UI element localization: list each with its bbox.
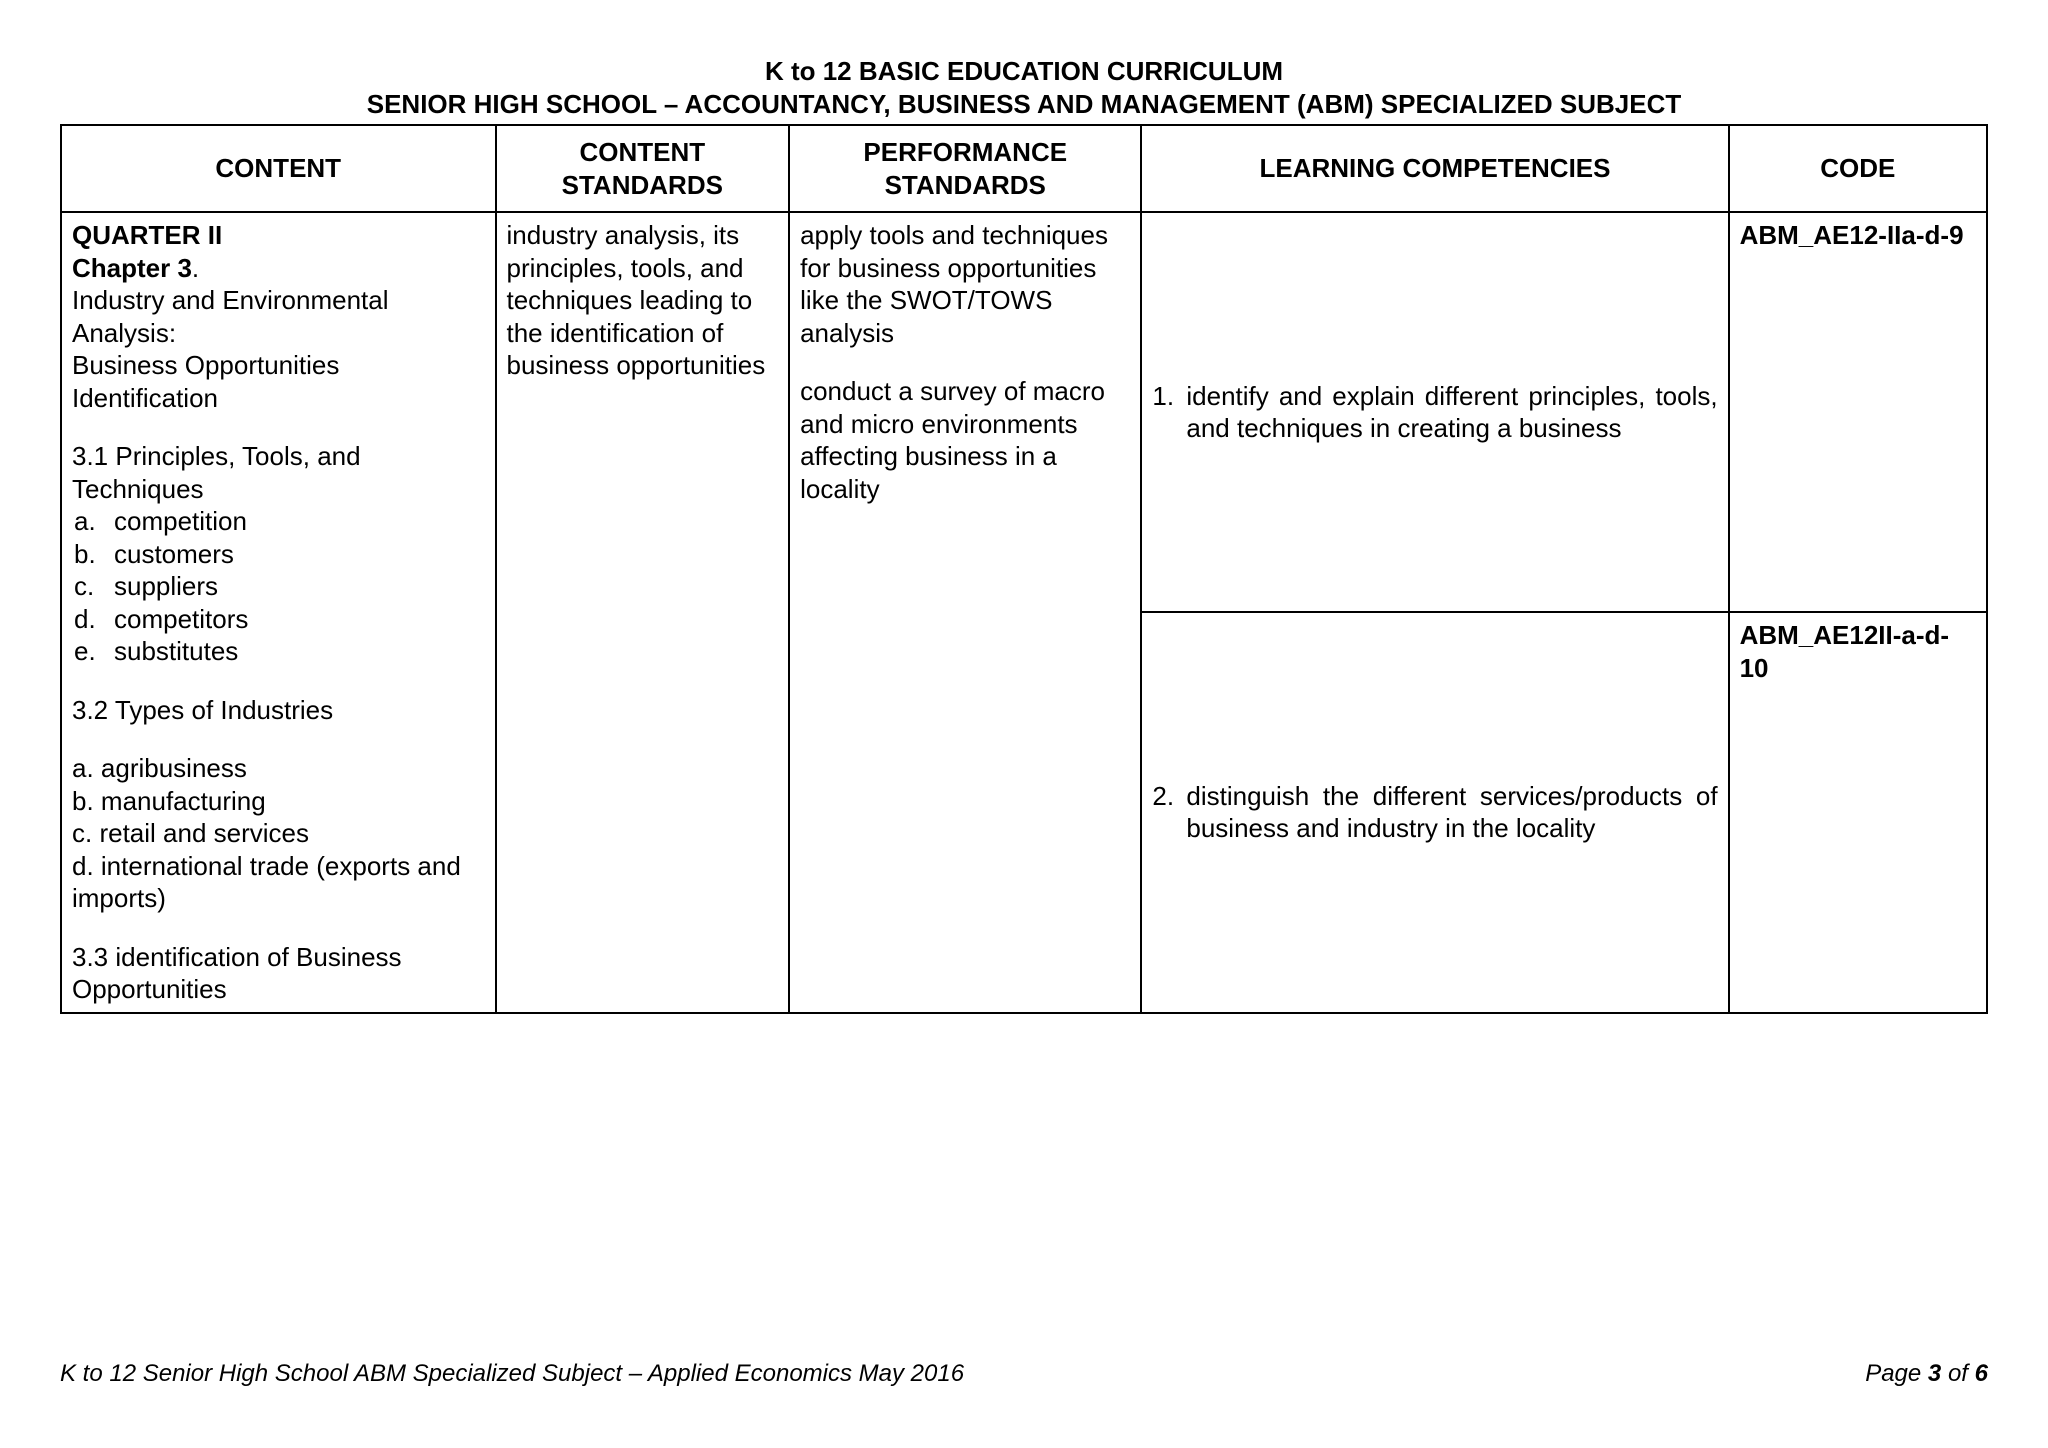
content-cell: QUARTER II Chapter 3. Industry and Envir… — [61, 212, 496, 1013]
list-item: e.substitutes — [72, 635, 485, 668]
list-item: c.suppliers — [72, 570, 485, 603]
page-of: of — [1941, 1360, 1974, 1387]
competency-text: identify and explain different principle… — [1186, 380, 1717, 445]
competency-item: 2. distinguish the different services/pr… — [1152, 780, 1717, 845]
table-header-row: CONTENT CONTENT STANDARDS PERFORMANCE ST… — [61, 125, 1987, 212]
header-line-1: K to 12 BASIC EDUCATION CURRICULUM — [60, 55, 1988, 88]
competency-item: 1. identify and explain different princi… — [1152, 380, 1717, 445]
list-item: b.customers — [72, 538, 485, 571]
code-value: ABM_AE12-IIa-d-9 — [1740, 220, 1964, 250]
table-row: QUARTER II Chapter 3. Industry and Envir… — [61, 212, 1987, 612]
col-learning-comp: LEARNING COMPETENCIES — [1141, 125, 1728, 212]
list-item: b. manufacturing — [72, 785, 485, 818]
footer-page-number: Page 3 of 6 — [1865, 1360, 1988, 1388]
page-footer: K to 12 Senior High School ABM Specializ… — [60, 1360, 1988, 1388]
competency-number: 1. — [1152, 380, 1186, 413]
sec32-heading: 3.2 Types of Industries — [72, 694, 485, 727]
curriculum-table: CONTENT CONTENT STANDARDS PERFORMANCE ST… — [60, 124, 1988, 1014]
list-item: a.competition — [72, 505, 485, 538]
list-item: d. international trade (exports and impo… — [72, 850, 485, 915]
footer-left: K to 12 Senior High School ABM Specializ… — [60, 1360, 964, 1388]
code-cell: ABM_AE12II-a-d-10 — [1729, 612, 1987, 1012]
list-item: a. agribusiness — [72, 752, 485, 785]
chapter-line: Chapter 3. — [72, 252, 485, 285]
competency-text: distinguish the different services/produ… — [1186, 780, 1717, 845]
code-value: ABM_AE12II-a-d-10 — [1740, 620, 1949, 683]
chapter-label: Chapter 3 — [72, 253, 192, 283]
content-standards-text: industry analysis, its principles, tools… — [507, 219, 779, 382]
competency-number: 2. — [1152, 780, 1186, 813]
performance-standards-cell: apply tools and techniques for business … — [789, 212, 1141, 1013]
page-total: 6 — [1975, 1360, 1988, 1387]
perf-std-p1: apply tools and techniques for business … — [800, 219, 1130, 349]
perf-std-p2: conduct a survey of macro and micro envi… — [800, 375, 1130, 505]
page: K to 12 BASIC EDUCATION CURRICULUM SENIO… — [0, 0, 2048, 1448]
competency-cell: 2. distinguish the different services/pr… — [1141, 612, 1728, 1012]
topic-title-1: Industry and Environmental Analysis: — [72, 284, 485, 349]
header-line-2: SENIOR HIGH SCHOOL – ACCOUNTANCY, BUSINE… — [60, 88, 1988, 121]
col-performance-std: PERFORMANCE STANDARDS — [789, 125, 1141, 212]
code-cell: ABM_AE12-IIa-d-9 — [1729, 212, 1987, 612]
topic-title-2: Business Opportunities Identification — [72, 349, 485, 414]
page-current: 3 — [1928, 1360, 1941, 1387]
sec31-heading: 3.1 Principles, Tools, and Techniques — [72, 440, 485, 505]
col-content: CONTENT — [61, 125, 496, 212]
sec33-heading: 3.3 identification of Business Opportuni… — [72, 941, 485, 1006]
list-item: d.competitors — [72, 603, 485, 636]
page-prefix: Page — [1865, 1360, 1928, 1387]
chapter-period: . — [192, 253, 199, 283]
list-item: c. retail and services — [72, 817, 485, 850]
col-content-std: CONTENT STANDARDS — [496, 125, 790, 212]
content-standards-cell: industry analysis, its principles, tools… — [496, 212, 790, 1013]
col-code: CODE — [1729, 125, 1987, 212]
document-header: K to 12 BASIC EDUCATION CURRICULUM SENIO… — [60, 55, 1988, 120]
competency-cell: 1. identify and explain different princi… — [1141, 212, 1728, 612]
quarter-label: QUARTER II — [72, 219, 485, 252]
